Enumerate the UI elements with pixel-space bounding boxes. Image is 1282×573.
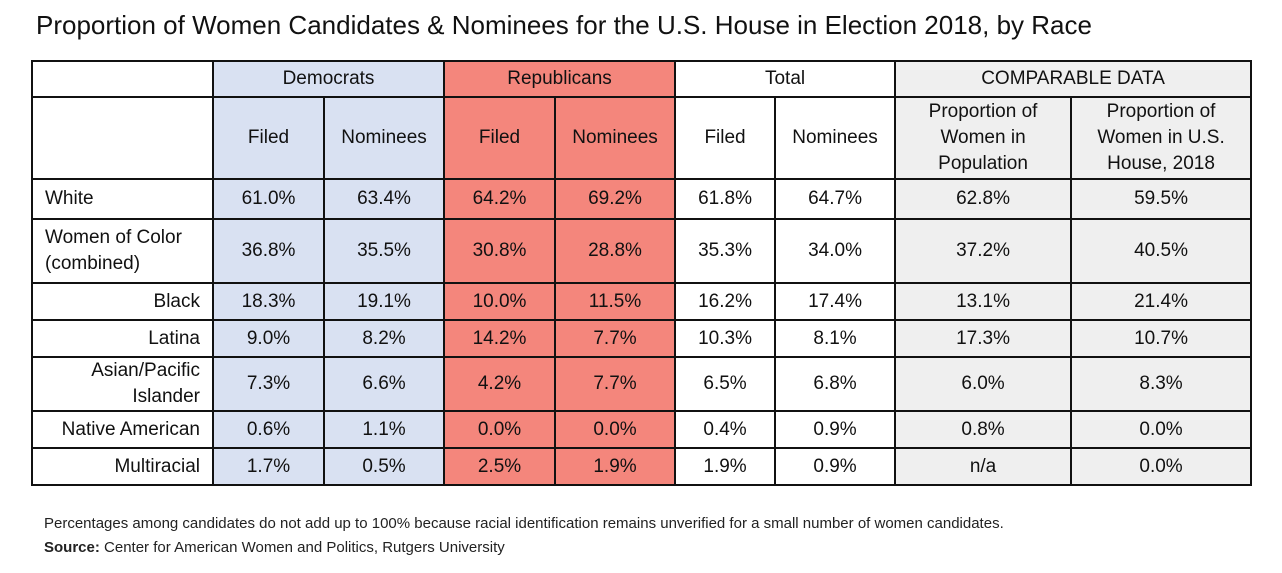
- sub-header-population: Proportion of Women in Population: [894, 96, 1073, 180]
- row-label: Latina: [31, 319, 214, 358]
- cell-total-nominees: 0.9%: [774, 410, 897, 449]
- cell-dem-nominees: 35.5%: [322, 218, 446, 284]
- cell-dem-nominees: 8.2%: [322, 319, 446, 358]
- cell-rep-filed: 2.5%: [443, 447, 557, 486]
- cell-dem-nominees: 1.1%: [322, 410, 446, 449]
- cell-house: 10.7%: [1070, 319, 1253, 358]
- cell-dem-nominees: 6.6%: [322, 356, 446, 412]
- cell-house: 0.0%: [1070, 447, 1253, 486]
- cell-population: n/a: [894, 447, 1073, 486]
- cell-rep-nominees: 7.7%: [554, 356, 677, 412]
- cell-total-nominees: 64.7%: [774, 178, 897, 220]
- cell-total-nominees: 8.1%: [774, 319, 897, 358]
- footnote: Percentages among candidates do not add …: [44, 515, 1004, 532]
- group-header-comparable: COMPARABLE DATA: [894, 60, 1253, 98]
- group-header-total: Total: [674, 60, 897, 98]
- cell-rep-nominees: 69.2%: [554, 178, 677, 220]
- source-text: Center for American Women and Politics, …: [104, 539, 505, 556]
- cell-total-filed: 0.4%: [674, 410, 777, 449]
- cell-dem-nominees: 63.4%: [322, 178, 446, 220]
- group-header-democrats: Democrats: [211, 60, 446, 98]
- cell-total-nominees: 17.4%: [774, 282, 897, 321]
- cell-rep-filed: 10.0%: [443, 282, 557, 321]
- cell-house: 0.0%: [1070, 410, 1253, 449]
- cell-population: 13.1%: [894, 282, 1073, 321]
- cell-total-filed: 16.2%: [674, 282, 777, 321]
- cell-rep-filed: 0.0%: [443, 410, 557, 449]
- cell-total-nominees: 0.9%: [774, 447, 897, 486]
- cell-population: 62.8%: [894, 178, 1073, 220]
- cell-total-filed: 61.8%: [674, 178, 777, 220]
- cell-population: 6.0%: [894, 356, 1073, 412]
- cell-house: 21.4%: [1070, 282, 1253, 321]
- cell-rep-filed: 14.2%: [443, 319, 557, 358]
- cell-population: 17.3%: [894, 319, 1073, 358]
- cell-rep-nominees: 7.7%: [554, 319, 677, 358]
- cell-house: 8.3%: [1070, 356, 1253, 412]
- cell-dem-filed: 9.0%: [212, 319, 325, 358]
- table-body: White 61.0% 63.4% 64.2% 69.2% 61.8% 64.7% 62.8%…: [31, 178, 1253, 486]
- cell-rep-nominees: 1.9%: [554, 447, 677, 486]
- cell-total-nominees: 34.0%: [774, 218, 897, 284]
- cell-rep-filed: 64.2%: [443, 178, 557, 220]
- cell-total-filed: 35.3%: [674, 218, 777, 284]
- table-row: White 61.0% 63.4% 64.2% 69.2% 61.8% 64.7% 62.8%…: [31, 178, 1253, 220]
- cell-total-filed: 6.5%: [674, 356, 777, 412]
- row-label: Multiracial: [31, 447, 214, 486]
- data-table: Democrats Republicans Total COMPARABLE D…: [31, 60, 1253, 486]
- source-label: Source:: [44, 539, 100, 556]
- cell-rep-nominees: 28.8%: [554, 218, 677, 284]
- cell-dem-filed: 61.0%: [212, 178, 325, 220]
- cell-dem-filed: 36.8%: [212, 218, 325, 284]
- sub-header-dem-nominees: Nominees: [322, 96, 446, 180]
- cell-dem-nominees: 0.5%: [322, 447, 446, 486]
- chart-title: Proportion of Women Candidates & Nominee…: [36, 10, 1092, 40]
- sub-header-house: Proportion of Women in U.S. House, 2018: [1070, 96, 1253, 180]
- cell-house: 59.5%: [1070, 178, 1253, 220]
- sub-header-total-filed: Filed: [674, 96, 777, 180]
- cell-dem-nominees: 19.1%: [322, 282, 446, 321]
- cell-dem-filed: 7.3%: [212, 356, 325, 412]
- notes: Percentages among candidates do not add …: [44, 512, 1004, 560]
- table-row: Black 18.3% 19.1% 10.0% 11.5% 16.2% 17.4% 13.1%…: [31, 282, 1253, 321]
- sub-header-rep-filed: Filed: [443, 96, 557, 180]
- corner-cell: [31, 60, 214, 98]
- table-row: Native American 0.6% 1.1% 0.0% 0.0% 0.4% 0.9% 0…: [31, 410, 1253, 449]
- group-header-row: Democrats Republicans Total COMPARABLE D…: [31, 60, 1253, 98]
- source-line: Source: Center for American Women and Po…: [44, 536, 1004, 560]
- cell-dem-filed: 0.6%: [212, 410, 325, 449]
- group-header-republicans: Republicans: [443, 60, 677, 98]
- row-label: Women of Color (combined): [31, 218, 214, 284]
- table-row: Women of Color (combined) 36.8% 35.5% 30.8%…: [31, 218, 1253, 284]
- table-row: Asian/Pacific Islander 7.3% 6.6% 4.2% 7.7% 6.…: [31, 356, 1253, 412]
- row-label: White: [31, 178, 214, 220]
- cell-total-filed: 1.9%: [674, 447, 777, 486]
- cell-rep-filed: 30.8%: [443, 218, 557, 284]
- row-label: Native American: [31, 410, 214, 449]
- sub-header-row: Filed Nominees Filed Nominees Filed Nomi…: [31, 96, 1253, 180]
- table-row: Multiracial 1.7% 0.5% 2.5% 1.9% 1.9% 0.9% n/a 0.…: [31, 447, 1253, 486]
- cell-rep-filed: 4.2%: [443, 356, 557, 412]
- sub-header-total-nominees: Nominees: [774, 96, 897, 180]
- sub-header-dem-filed: Filed: [212, 96, 325, 180]
- cell-dem-filed: 18.3%: [212, 282, 325, 321]
- cell-total-filed: 10.3%: [674, 319, 777, 358]
- cell-total-nominees: 6.8%: [774, 356, 897, 412]
- cell-population: 0.8%: [894, 410, 1073, 449]
- cell-rep-nominees: 11.5%: [554, 282, 677, 321]
- cell-rep-nominees: 0.0%: [554, 410, 677, 449]
- corner-cell-2: [31, 96, 214, 180]
- cell-population: 37.2%: [894, 218, 1073, 284]
- sub-header-rep-nominees: Nominees: [554, 96, 677, 180]
- row-label: Black: [31, 282, 214, 321]
- cell-dem-filed: 1.7%: [212, 447, 325, 486]
- row-label: Asian/Pacific Islander: [31, 356, 214, 412]
- table-row: Latina 9.0% 8.2% 14.2% 7.7% 10.3% 8.1% 17.3% 10.…: [31, 319, 1253, 358]
- cell-house: 40.5%: [1070, 218, 1253, 284]
